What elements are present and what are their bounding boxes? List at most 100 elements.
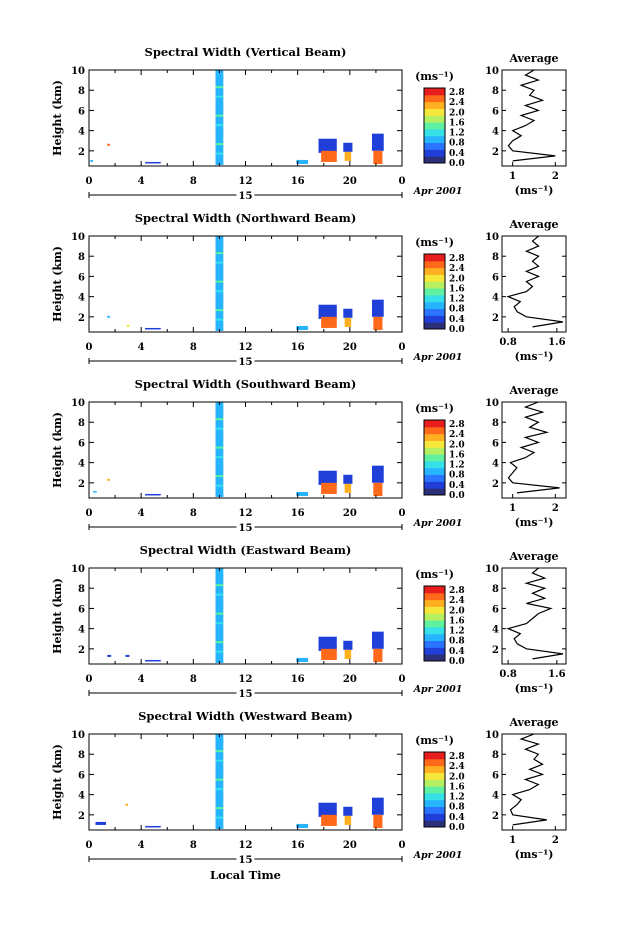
- x-tick-label: 20: [343, 176, 357, 187]
- colorbar-swatch: [424, 426, 445, 435]
- average-y-tick-label: 10: [485, 66, 499, 77]
- heatmap-cell: [372, 299, 384, 317]
- x-tick-label: 8: [190, 674, 197, 685]
- colorbar-tick-label: 2.0: [449, 440, 465, 450]
- average-y-tick-label: 4: [492, 293, 499, 304]
- x-tick-label: 12: [239, 508, 253, 519]
- colorbar-swatch: [424, 806, 445, 814]
- colorbar-tick-label: 1.6: [449, 450, 465, 460]
- heatmap-cell: [344, 649, 352, 659]
- heatmap-cell: [373, 482, 383, 496]
- heatmap-cell: [95, 821, 106, 825]
- average-y-tick-label: 6: [492, 106, 499, 117]
- colorbar-swatch: [424, 142, 445, 150]
- colorbar-swatch: [424, 322, 445, 330]
- average-x-tick-label: 0.8: [499, 669, 516, 680]
- heatmap-cell: [215, 95, 224, 98]
- heatmap-cell: [373, 814, 383, 828]
- colorbar-tick-label: 2.4: [449, 264, 465, 274]
- colorbar-tick-label: 1.6: [449, 284, 465, 294]
- colorbar-swatch: [424, 758, 445, 767]
- colorbar-tick-label: 2.8: [449, 88, 465, 98]
- heatmap-cell: [343, 806, 353, 816]
- colorbar-swatch: [424, 779, 445, 787]
- colorbar-swatch: [424, 799, 445, 808]
- colorbar-tick-label: 0.4: [449, 481, 465, 491]
- heatmap-cell: [107, 654, 112, 657]
- x-tick-label: 0: [86, 176, 93, 187]
- y-tick-label: 8: [78, 750, 85, 761]
- colorbar-swatch: [424, 633, 445, 642]
- heatmap-cell: [215, 612, 224, 615]
- heatmap-cell: [215, 318, 224, 321]
- heatmap-cell: [215, 124, 224, 127]
- colorbar-swatch: [424, 592, 445, 601]
- colorbar-tick-label: 0.0: [449, 657, 465, 667]
- heatmap-cell: [125, 654, 130, 657]
- colorbar-swatch: [424, 820, 445, 828]
- date-tick-bg: [236, 355, 255, 365]
- y-tick-label: 6: [78, 604, 85, 615]
- colorbar-swatch: [424, 274, 445, 282]
- y-tick-label: 10: [71, 232, 85, 243]
- heatmap-cell: [321, 648, 337, 660]
- heatmap-cell: [215, 446, 224, 449]
- heatmap-cell: [215, 114, 224, 117]
- colorbar-swatch: [424, 254, 445, 262]
- date-tick-label: 15: [239, 523, 253, 534]
- plot-frame: [88, 235, 403, 333]
- x-tick-label: 8: [190, 508, 197, 519]
- colorbar-swatch: [424, 447, 445, 455]
- average-y-tick-label: 8: [492, 584, 499, 595]
- colorbar-tick-label: 1.6: [449, 616, 465, 626]
- average-x-tick-label: 1: [509, 503, 516, 514]
- average-unit: (ms⁻¹): [515, 516, 554, 529]
- colorbar-unit: (ms⁻¹): [415, 236, 454, 249]
- colorbar-swatch: [424, 308, 445, 316]
- y-axis-label: Height (km): [51, 80, 64, 156]
- average-x-tick-label: 1: [509, 171, 516, 182]
- heatmap-cell: [296, 325, 309, 330]
- date-tick-label: 15: [239, 357, 253, 368]
- heatmap-cell: [215, 86, 224, 89]
- average-y-tick-label: 8: [492, 418, 499, 429]
- y-tick-label: 10: [71, 730, 85, 741]
- colorbar-tick-label: 0.0: [449, 491, 465, 501]
- panel-title: Spectral Width (Northward Beam): [135, 211, 357, 225]
- heatmap-cell: [107, 478, 110, 481]
- heatmap-cell: [145, 161, 161, 164]
- y-axis-label: Height (km): [51, 412, 64, 488]
- heatmap-cell: [215, 427, 224, 430]
- average-profile-line: [507, 69, 556, 162]
- heatmap-cell: [215, 242, 224, 245]
- heatmap-cell: [215, 437, 224, 440]
- colorbar-swatch: [424, 772, 445, 780]
- y-tick-label: 8: [78, 86, 85, 97]
- y-tick-label: 10: [71, 66, 85, 77]
- x-tick-label: 20: [343, 508, 357, 519]
- colorbar-swatch: [424, 294, 445, 303]
- date-tick-label: 15: [239, 855, 253, 866]
- colorbar-swatch: [424, 440, 445, 448]
- y-tick-label: 6: [78, 438, 85, 449]
- y-tick-label: 2: [78, 811, 85, 822]
- panel-title: Spectral Width (Eastward Beam): [140, 543, 352, 557]
- plot-frame: [88, 69, 403, 167]
- colorbar-tick-label: 2.8: [449, 752, 465, 762]
- heatmap-cell: [125, 803, 129, 806]
- x-tick-label: 0: [399, 674, 406, 685]
- average-x-tick-label: 2: [552, 503, 559, 514]
- heatmap-cell: [215, 252, 224, 255]
- colorbar-tick-label: 1.2: [449, 461, 465, 471]
- heatmap-cell: [215, 807, 224, 810]
- colorbar-swatch: [424, 460, 445, 469]
- heatmap-cell: [344, 483, 352, 493]
- y-axis-label: Height (km): [51, 246, 64, 322]
- heatmap-cell: [215, 593, 224, 596]
- heatmap-cell: [215, 740, 224, 743]
- heatmap-cell: [215, 734, 224, 829]
- average-title: Average: [508, 716, 558, 729]
- average-profile-line: [506, 567, 564, 660]
- colorbar-tick-label: 2.8: [449, 420, 465, 430]
